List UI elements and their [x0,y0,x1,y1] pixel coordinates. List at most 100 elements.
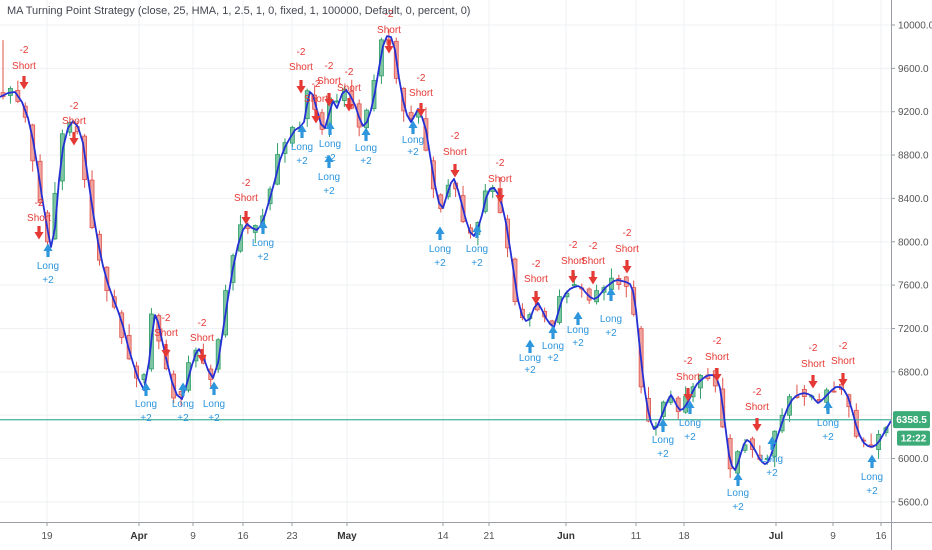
candle-body [119,312,125,338]
long-label: Long [37,261,59,272]
long-label: Long [761,454,783,465]
long-signal[interactable]: Long+2 [727,472,749,514]
short-arrow-down-icon [197,349,207,363]
y-axis-label: 8800.0 [898,151,929,162]
short-signal[interactable]: -2 Short [676,356,700,402]
short-arrow-down-icon [69,132,79,146]
long-signal[interactable]: Long +2 [291,124,313,168]
short-value-label: -2 [809,343,818,354]
long-signal[interactable]: Long+2 [429,226,451,270]
short-signal[interactable]: -2 Short [337,67,361,112]
x-axis-label: 16 [875,531,887,542]
short-signal[interactable]: -2 Short [234,178,258,225]
y-axis-label: 10000.0 [898,21,932,32]
short-signal[interactable]: -2 Short [190,318,214,363]
short-signal[interactable]: -2 Short [581,241,605,285]
long-signal[interactable]: Long+2 [861,454,883,498]
long-value-label: +2 [296,156,308,167]
long-label: Long [519,353,541,364]
y-axis-label: 9200.0 [898,107,929,118]
short-arrow-down-icon [450,164,460,178]
short-signal[interactable]: -2 Short [561,240,585,284]
short-signal[interactable]: -2 Short [304,79,328,124]
short-signal[interactable]: -2 Short [831,341,855,387]
short-signal[interactable]: -2 Short [154,313,178,358]
long-arrow-up-icon [408,120,418,134]
short-value-label: -2 [345,67,354,78]
long-label: Long [291,142,313,153]
hma-line [0,35,892,471]
long-signal[interactable]: Long+2 [600,287,622,340]
candle-body [831,390,837,393]
x-axis-label: 19 [41,531,53,542]
short-signal[interactable]: -2 Short [488,158,512,203]
long-signal[interactable]: Long+2 [679,400,701,444]
current-price-badge [893,411,930,429]
short-signal[interactable]: -2 Short [377,9,401,54]
short-signal[interactable]: -2 Short [524,259,548,305]
long-signal[interactable]: Long+2 [542,325,564,365]
x-axis-label: Jul [769,531,784,542]
candle [119,310,125,344]
long-signal[interactable]: Long+2 [466,224,488,270]
long-value-label: +2 [140,413,152,424]
long-arrow-up-icon [141,382,151,396]
short-signal[interactable]: -2 Short [443,131,467,178]
short-arrow-down-icon [838,373,848,387]
candle [616,274,622,290]
current-price-badge-label: 6358.5 [896,415,927,426]
long-signal[interactable]: Long+2 [318,154,340,198]
short-signal[interactable]: -2 Short [409,73,433,117]
short-signal[interactable]: -2 Short [615,228,639,274]
short-signal[interactable]: -2 Short [705,336,729,382]
long-signal[interactable]: Long+2 [135,382,157,425]
short-signal[interactable]: -2 Short [27,198,51,240]
short-arrow-down-icon [622,260,632,274]
long-arrow-up-icon [209,381,219,395]
short-value-label: -2 [532,259,541,270]
long-signal[interactable]: Long+2 [252,220,274,264]
long-label: Long [861,472,883,483]
long-value-label: +2 [257,252,269,263]
short-arrow-down-icon [588,271,598,285]
long-arrow-up-icon [823,400,833,414]
long-signal[interactable]: Long +2 [817,400,839,444]
long-signal[interactable]: Long+2 [519,339,541,377]
long-label: Long [402,135,424,146]
long-label: Long [817,418,839,429]
long-signal[interactable]: Long+2 [37,243,59,287]
short-arrow-down-icon [808,375,818,389]
short-signal[interactable]: -2 Short [801,343,825,389]
long-value-label: +2 [524,365,536,376]
short-value-label: -2 [198,318,207,329]
long-signal[interactable]: Long+2 [402,120,424,159]
long-signal[interactable]: Long+2 [172,382,194,425]
short-value-label: -2 [325,61,334,72]
x-axis-label: Apr [130,531,147,542]
long-value-label: +2 [822,432,834,443]
short-signal[interactable]: -2 Short [317,61,341,107]
long-label: Long [466,244,488,255]
long-arrow-up-icon [658,418,668,432]
short-value-label: -2 [385,9,394,20]
short-signal[interactable]: -2 Short [289,47,313,94]
long-arrow-up-icon [297,124,307,138]
indicator-title[interactable]: MA Turning Point Strategy (close, 25, HM… [7,5,471,17]
x-axis-label: 21 [483,531,495,542]
long-signal[interactable]: Long+2 [652,418,674,461]
short-signal[interactable]: -2 Short [12,45,36,90]
long-arrow-up-icon [606,287,616,301]
short-label: Short [62,116,86,127]
long-signal[interactable]: Long+2 [761,436,783,480]
long-arrow-up-icon [525,339,535,353]
short-signal[interactable]: -2 Short [62,101,86,146]
long-signal[interactable]: Long+2 [567,311,589,350]
long-signal[interactable]: Long+2 [355,127,377,168]
short-value-label: -2 [312,79,321,90]
short-label: Short [12,61,36,72]
long-signal[interactable]: Long+2 [203,381,225,425]
short-label: Short [190,333,214,344]
short-label: Short [581,256,605,267]
short-signal[interactable]: -2 Short [745,387,769,432]
